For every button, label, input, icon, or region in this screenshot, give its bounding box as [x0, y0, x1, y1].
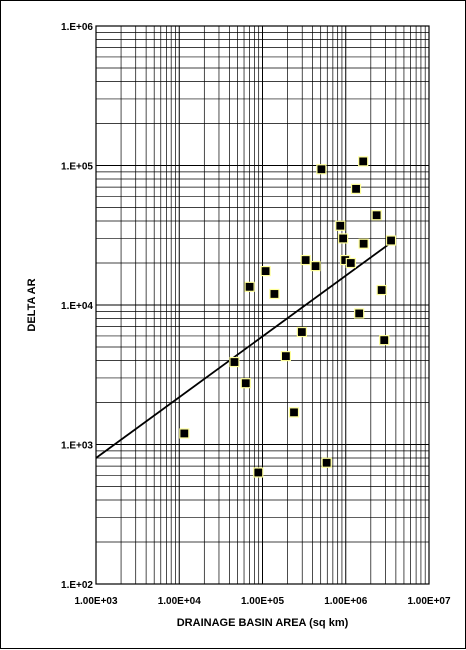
- data-point: [288, 407, 300, 418]
- plot-area: [95, 25, 430, 585]
- data-point: [350, 183, 362, 194]
- y-axis-title: DELTA AR: [26, 278, 38, 331]
- x-tick-label: 1.00E+06: [324, 596, 368, 607]
- data-point: [354, 308, 365, 319]
- trend-line: [95, 241, 392, 459]
- data-point: [229, 356, 240, 368]
- data-point: [376, 284, 387, 296]
- x-tick-label: 1.00E+05: [241, 596, 285, 607]
- x-tick-label: 1.00E+03: [74, 596, 118, 607]
- data-point: [253, 467, 264, 478]
- data-point: [385, 235, 397, 246]
- data-point: [321, 457, 332, 468]
- data-point: [379, 335, 390, 346]
- data-point: [345, 257, 356, 269]
- data-point: [244, 281, 255, 292]
- data-point: [179, 428, 190, 439]
- data-point: [240, 378, 251, 389]
- data-point: [280, 351, 291, 362]
- grid-lines: [95, 26, 429, 585]
- data-point: [296, 326, 307, 338]
- data-points: [179, 156, 397, 478]
- data-point: [316, 164, 327, 175]
- y-tick-labels: 1.E+02 1.E+03 1.E+04 1.E+05 1.E+06: [61, 22, 93, 591]
- x-tick-label: 1.00E+07: [407, 596, 451, 607]
- y-tick-label: 1.E+05: [61, 162, 93, 173]
- y-tick-label: 1.E+06: [61, 22, 93, 33]
- data-point: [358, 238, 369, 249]
- data-point: [310, 261, 321, 272]
- y-tick-label: 1.E+04: [61, 301, 93, 312]
- x-tick-label: 1.00E+04: [158, 596, 202, 607]
- y-tick-label: 1.E+03: [61, 441, 93, 452]
- x-tick-labels: 1.00E+03 1.00E+04 1.00E+05 1.00E+06 1.00E+07: [74, 596, 451, 607]
- data-point: [335, 220, 346, 231]
- x-axis-title: DRAINAGE BASIN AREA (sq km): [177, 617, 349, 629]
- data-point: [371, 210, 382, 221]
- data-point: [269, 288, 280, 300]
- data-point: [260, 265, 271, 277]
- data-point: [300, 254, 311, 266]
- data-point: [338, 233, 349, 244]
- y-tick-label: 1.E+02: [61, 580, 93, 591]
- data-point: [358, 156, 369, 167]
